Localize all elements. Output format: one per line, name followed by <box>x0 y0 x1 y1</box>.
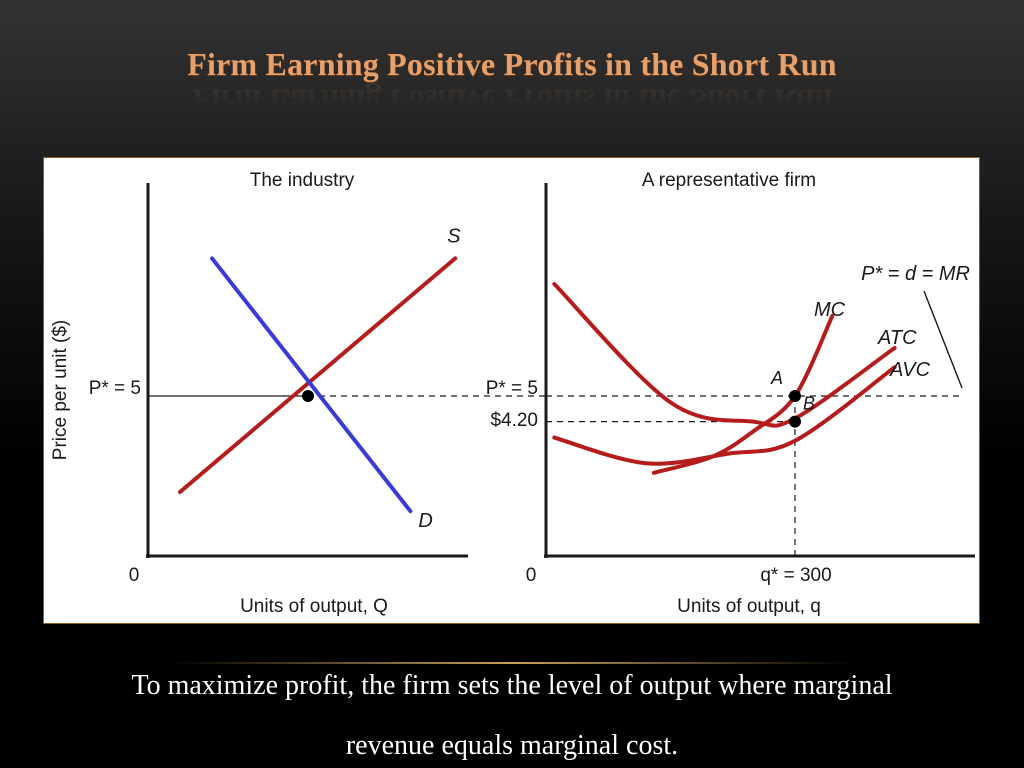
atc-curve <box>552 282 897 428</box>
firm-x-axis-label: Units of output, q <box>677 596 821 617</box>
point-b <box>789 415 801 428</box>
supply-curve <box>178 256 458 494</box>
economics-chart: The industry Price per unit ($) 0 P* = 5… <box>50 170 975 617</box>
mc-label: MC <box>814 299 846 321</box>
industry-equilibrium-point <box>302 390 314 402</box>
firm-panel: A representative firm 0 P* = 5 $4.20 Uni… <box>486 170 975 617</box>
industry-price-label: P* = 5 <box>89 378 141 399</box>
atc-label: ATC <box>877 327 917 349</box>
industry-panel: The industry Price per unit ($) 0 P* = 5… <box>50 170 546 617</box>
point-a <box>789 390 801 402</box>
firm-price-tick-label: P* = 5 <box>486 378 538 399</box>
mr-label: P* = d = MR <box>861 263 970 285</box>
caption-line-2: revenue equals marginal cost. <box>345 730 679 761</box>
slide-title: Firm Earning Positive Profits in the Sho… <box>187 46 837 82</box>
industry-origin-label: 0 <box>129 565 140 586</box>
avc-label: AVC <box>889 359 931 381</box>
mr-label-pointer <box>923 290 963 389</box>
mc-curve <box>651 314 835 475</box>
firm-atc-tick-label: $4.20 <box>490 410 538 431</box>
demand-curve <box>210 256 413 514</box>
industry-x-axis-label: Units of output, Q <box>240 596 388 617</box>
divider-line <box>170 662 854 664</box>
caption-line-1: To maximize profit, the firm sets the le… <box>131 670 893 701</box>
point-b-label: B <box>803 394 815 414</box>
industry-title: The industry <box>250 170 355 191</box>
point-a-label: A <box>770 368 783 388</box>
demand-label: D <box>418 510 432 532</box>
figure-frame: The industry Price per unit ($) 0 P* = 5… <box>43 157 980 624</box>
slide-title-reflection: Firm Earning Positive Profits in the Sho… <box>191 83 833 119</box>
avc-curve <box>552 365 897 466</box>
industry-y-axis-label: Price per unit ($) <box>50 320 71 460</box>
firm-origin-label: 0 <box>526 565 537 586</box>
firm-title: A representative firm <box>642 170 816 191</box>
supply-label: S <box>447 225 461 247</box>
q-star-label: q* = 300 <box>760 565 831 586</box>
